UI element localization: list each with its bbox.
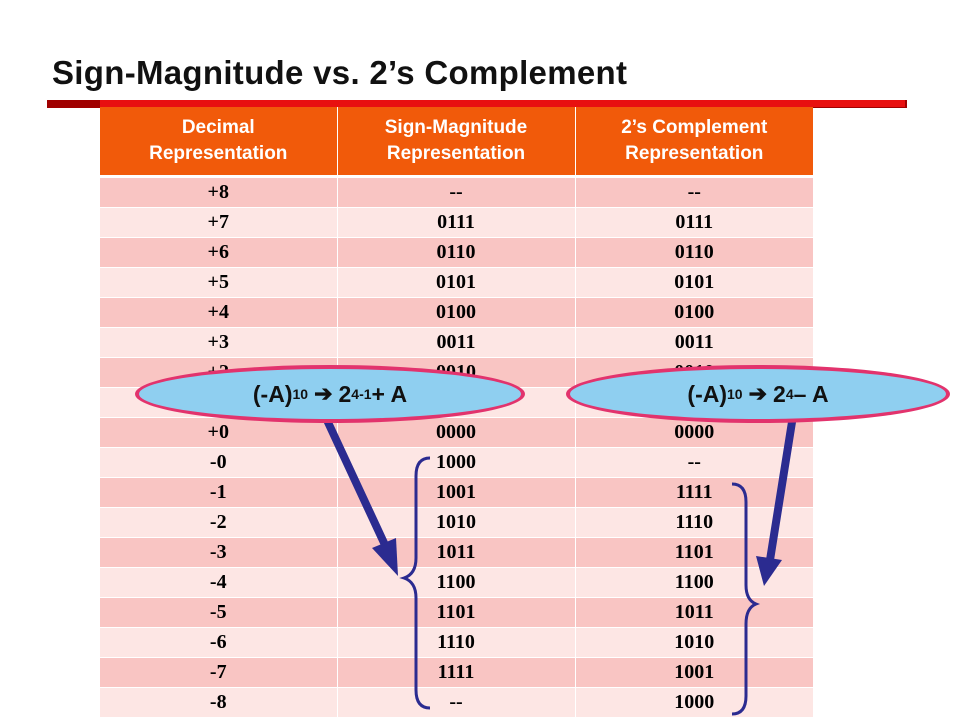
header-sign-magnitude-line1: Sign-Magnitude bbox=[384, 117, 528, 138]
table-row: -5 1101 1011 bbox=[100, 597, 813, 628]
table-row: +7 0111 0111 bbox=[100, 207, 813, 238]
cell-sign-magnitude: -- bbox=[337, 687, 576, 718]
table-row: +3 0011 0011 bbox=[100, 327, 813, 358]
cell-twos-complement: 1111 bbox=[575, 477, 813, 508]
cell-decimal: -7 bbox=[100, 657, 338, 688]
table-row: +5 0101 0101 bbox=[100, 267, 813, 298]
left-callout-base: (-A) bbox=[252, 380, 293, 407]
representation-table: Decimal Representation Sign-Magnitude Re… bbox=[100, 107, 813, 718]
cell-sign-magnitude: 0100 bbox=[337, 297, 576, 328]
cell-decimal: +5 bbox=[100, 267, 338, 298]
right-callout-sup: 4 bbox=[785, 386, 794, 402]
table-row: -4 1100 1100 bbox=[100, 567, 813, 598]
cell-sign-magnitude: 1111 bbox=[337, 657, 576, 688]
left-callout-arrow-icon: ➔ bbox=[314, 381, 333, 406]
left-callout-sub: 10 bbox=[292, 386, 309, 402]
cell-decimal: -8 bbox=[100, 687, 338, 718]
cell-twos-complement: 0111 bbox=[575, 207, 813, 238]
table-row: -2 1010 1110 bbox=[100, 507, 813, 538]
table-row: -8 -- 1000 bbox=[100, 687, 813, 718]
cell-sign-magnitude: 1100 bbox=[337, 567, 576, 598]
left-callout-tail: + A bbox=[371, 380, 408, 407]
cell-decimal: +4 bbox=[100, 297, 338, 328]
right-callout-arrow-icon: ➔ bbox=[748, 381, 768, 406]
cell-decimal: -3 bbox=[100, 537, 338, 568]
left-callout-mid: 2 bbox=[338, 380, 352, 407]
cell-sign-magnitude: 0111 bbox=[337, 207, 576, 238]
cell-twos-complement: 1101 bbox=[575, 537, 813, 568]
table-header-row: Decimal Representation Sign-Magnitude Re… bbox=[100, 107, 813, 178]
cell-sign-magnitude: 1010 bbox=[337, 507, 576, 538]
sign-magnitude-formula-callout: (-A) 10 ➔ 2 4-1 + A bbox=[135, 365, 525, 423]
right-callout-tail: – A bbox=[793, 380, 829, 407]
cell-decimal: +6 bbox=[100, 237, 338, 268]
cell-decimal: +3 bbox=[100, 327, 338, 358]
header-sign-magnitude: Sign-Magnitude Representation bbox=[337, 107, 576, 178]
table-row: -6 1110 1010 bbox=[100, 627, 813, 658]
cell-twos-complement: -- bbox=[575, 176, 813, 208]
cell-decimal: +8 bbox=[100, 176, 338, 208]
cell-sign-magnitude: 1001 bbox=[337, 477, 576, 508]
slide-title: Sign-Magnitude vs. 2’s Complement bbox=[52, 54, 628, 91]
table-row: +0 0000 0000 bbox=[100, 417, 813, 448]
cell-sign-magnitude: 0011 bbox=[337, 327, 576, 358]
header-twos-complement: 2’s Complement Representation bbox=[575, 107, 813, 178]
right-callout-sub: 10 bbox=[727, 386, 743, 402]
table-row: -0 1000 -- bbox=[100, 447, 813, 478]
cell-sign-magnitude: 0101 bbox=[337, 267, 576, 298]
header-decimal: Decimal Representation bbox=[100, 107, 338, 178]
cell-twos-complement: 1000 bbox=[575, 687, 813, 718]
cell-sign-magnitude: 1110 bbox=[337, 627, 576, 658]
table-row: +6 0110 0110 bbox=[100, 237, 813, 268]
left-callout-sup: 4-1 bbox=[351, 386, 372, 402]
right-callout-base: (-A) bbox=[687, 380, 728, 407]
cell-decimal: -0 bbox=[100, 447, 338, 478]
cell-decimal: -4 bbox=[100, 567, 338, 598]
cell-twos-complement: -- bbox=[575, 447, 813, 478]
cell-decimal: -2 bbox=[100, 507, 338, 538]
cell-decimal: -5 bbox=[100, 597, 338, 628]
cell-twos-complement: 1011 bbox=[575, 597, 813, 628]
cell-twos-complement: 1001 bbox=[575, 657, 813, 688]
cell-sign-magnitude: 1000 bbox=[337, 447, 576, 478]
header-decimal-line1: Decimal bbox=[181, 117, 255, 138]
cell-twos-complement: 0110 bbox=[575, 237, 813, 268]
header-twos-complement-line2: Representation bbox=[625, 143, 764, 164]
cell-decimal: -6 bbox=[100, 627, 338, 658]
table-row: -1 1001 1111 bbox=[100, 477, 813, 508]
cell-sign-magnitude: -- bbox=[337, 176, 576, 208]
table-row: -3 1011 1101 bbox=[100, 537, 813, 568]
table-row: +8 -- -- bbox=[100, 176, 813, 208]
cell-twos-complement: 1010 bbox=[575, 627, 813, 658]
table-body: +8 -- -- +7 0111 0111 +6 0110 0110 +5 0101 0101 +4 01… bbox=[100, 176, 813, 718]
cell-decimal: -1 bbox=[100, 477, 338, 508]
header-sign-magnitude-line2: Representation bbox=[386, 143, 526, 164]
right-callout-mid: 2 bbox=[773, 380, 786, 407]
cell-sign-magnitude: 0110 bbox=[337, 237, 576, 268]
cell-sign-magnitude: 1011 bbox=[337, 537, 576, 568]
table-row: -7 1111 1001 bbox=[100, 657, 813, 688]
cell-sign-magnitude: 1101 bbox=[337, 597, 576, 628]
cell-twos-complement: 1110 bbox=[575, 507, 813, 538]
header-decimal-line2: Representation bbox=[149, 143, 288, 164]
header-twos-complement-line1: 2’s Complement bbox=[621, 117, 768, 138]
cell-twos-complement: 0101 bbox=[575, 267, 813, 298]
cell-decimal: +7 bbox=[100, 207, 338, 238]
table-row: +4 0100 0100 bbox=[100, 297, 813, 328]
cell-twos-complement: 0011 bbox=[575, 327, 813, 358]
cell-twos-complement: 0100 bbox=[575, 297, 813, 328]
cell-twos-complement: 1100 bbox=[575, 567, 813, 598]
title-underline bbox=[100, 100, 905, 107]
